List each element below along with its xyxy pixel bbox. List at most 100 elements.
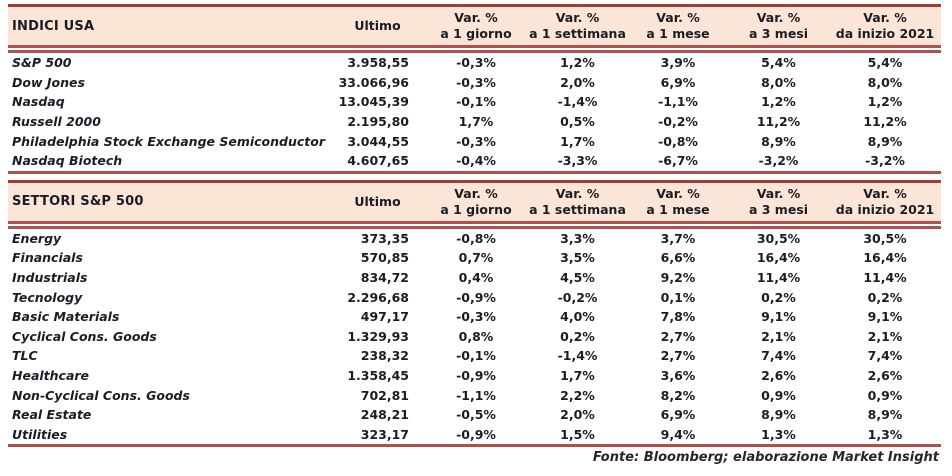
var-value-1-giorno: -0,8% bbox=[456, 230, 496, 246]
table-bottom-rule bbox=[8, 444, 941, 448]
ultimo-value: 238,32 bbox=[360, 348, 409, 364]
var-label-line2: a 3 mesi bbox=[748, 26, 809, 41]
ultimo-value: 3.044,55 bbox=[347, 133, 409, 149]
var-value-3-mesi: -3,2% bbox=[758, 153, 799, 169]
row-label: Basic Materials bbox=[12, 309, 120, 325]
row-label: S&P 500 bbox=[12, 55, 72, 71]
table-row: Healthcare 1.358,45 -0,9% 1,7% 3,6% 2,6% 2,6% bbox=[8, 366, 941, 386]
var-label-line1: Var. % bbox=[454, 185, 498, 201]
settori-sp500-table: SETTORI S&P 500 Ultimo Var. % a 1 giorno V… bbox=[8, 179, 941, 448]
column-header-var-1-settimana: Var. % a 1 settimana bbox=[527, 186, 628, 218]
var-value-1-mese: 8,2% bbox=[660, 387, 696, 403]
var-value-1-mese: 6,6% bbox=[660, 250, 696, 266]
var-value-1-settimana: 3,5% bbox=[560, 250, 595, 266]
var-value-1-giorno: -0,9% bbox=[456, 368, 496, 384]
var-value-inizio-2021: 9,1% bbox=[867, 309, 903, 325]
table-row: Energy 373,35 -0,8% 3,3% 3,7% 30,5% 30,5% bbox=[8, 229, 941, 249]
var-value-1-giorno: -0,9% bbox=[456, 426, 496, 442]
var-value-1-settimana: 2,2% bbox=[560, 387, 595, 403]
table-row: Cyclical Cons. Goods 1.329,93 0,8% 0,2% 2,7%… bbox=[8, 327, 941, 347]
column-header-var-1-mese: Var. % a 1 mese bbox=[628, 186, 728, 218]
var-value-3-mesi: 5,4% bbox=[761, 55, 796, 71]
var-value-inizio-2021: 11,4% bbox=[863, 270, 907, 286]
table-row: Philadelphia Stock Exchange Semiconducto… bbox=[8, 131, 941, 151]
ultimo-value: 702,81 bbox=[360, 387, 409, 403]
var-value-inizio-2021: 8,9% bbox=[867, 133, 903, 149]
var-value-1-giorno: 1,7% bbox=[458, 114, 494, 130]
var-value-3-mesi: 1,2% bbox=[761, 94, 796, 110]
var-value-inizio-2021: 5,4% bbox=[867, 55, 903, 71]
row-label: Nasdaq bbox=[12, 94, 65, 110]
ultimo-value: 570,85 bbox=[360, 250, 409, 266]
var-value-inizio-2021: 30,5% bbox=[863, 230, 907, 246]
table-row: Financials 570,85 0,7% 3,5% 6,6% 16,4% 16,4% bbox=[8, 248, 941, 268]
var-value-3-mesi: 9,1% bbox=[761, 309, 796, 325]
var-label-line2: a 1 giorno bbox=[440, 26, 512, 41]
var-value-3-mesi: 2,1% bbox=[761, 328, 796, 344]
var-value-inizio-2021: 8,9% bbox=[867, 407, 903, 423]
column-header-var-inizio-2021: Var. % da inizio 2021 bbox=[829, 10, 941, 42]
var-value-1-giorno: -0,5% bbox=[456, 407, 496, 423]
table-row: Non-Cyclical Cons. Goods 702,81 -1,1% 2,2% 8… bbox=[8, 385, 941, 405]
var-value-1-settimana: -1,4% bbox=[557, 348, 598, 364]
var-label-line2: da inizio 2021 bbox=[835, 26, 935, 41]
row-label: TLC bbox=[12, 348, 38, 364]
table-row: Basic Materials 497,17 -0,3% 4,0% 7,8% 9,1% 9,… bbox=[8, 307, 941, 327]
table-row: Nasdaq 13.045,39 -0,1% -1,4% -1,1% 1,2% 1,2% bbox=[8, 92, 941, 112]
header-double-rule bbox=[8, 50, 941, 53]
var-label-line1: Var. % bbox=[756, 10, 801, 25]
ultimo-value: 2.296,68 bbox=[347, 289, 409, 305]
column-header-var-1-settimana: Var. % a 1 settimana bbox=[527, 10, 628, 42]
row-label: Industrials bbox=[12, 270, 88, 286]
var-label-line1: Var. % bbox=[454, 10, 498, 25]
var-value-1-giorno: -1,1% bbox=[456, 387, 496, 403]
header-double-rule bbox=[8, 225, 941, 229]
var-label-line1: Var. % bbox=[656, 10, 700, 25]
row-label: Dow Jones bbox=[12, 74, 85, 90]
ultimo-value: 323,17 bbox=[360, 426, 409, 442]
table-row: Utilities 323,17 -0,9% 1,5% 9,4% 1,3% 1,3% bbox=[8, 425, 941, 445]
var-value-1-settimana: 4,0% bbox=[560, 309, 595, 325]
var-value-inizio-2021: 7,4% bbox=[867, 348, 903, 364]
var-value-1-giorno: -0,4% bbox=[456, 153, 496, 169]
var-value-3-mesi: 0,2% bbox=[761, 289, 796, 305]
var-value-3-mesi: 11,2% bbox=[756, 114, 801, 130]
table-row: Nasdaq Biotech 4.607,65 -0,4% -3,3% -6,7% -3,… bbox=[8, 151, 941, 171]
var-value-1-mese: 3,7% bbox=[660, 230, 696, 246]
var-value-1-settimana: 1,2% bbox=[560, 55, 595, 71]
var-label-line1: Var. % bbox=[555, 185, 600, 201]
var-value-1-mese: 6,9% bbox=[660, 407, 696, 423]
ultimo-value: 248,21 bbox=[360, 407, 409, 423]
column-header-var-1-giorno: Var. % a 1 giorno bbox=[425, 10, 527, 42]
table-row: Tecnology 2.296,68 -0,9% -0,2% 0,1% 0,2% 0,2% bbox=[8, 287, 941, 307]
var-label-line1: Var. % bbox=[656, 185, 700, 201]
var-value-3-mesi: 30,5% bbox=[756, 230, 801, 246]
var-value-1-mese: 9,2% bbox=[660, 270, 696, 286]
var-label-line2: a 1 mese bbox=[646, 26, 710, 41]
var-value-3-mesi: 16,4% bbox=[756, 250, 801, 266]
row-label: Utilities bbox=[12, 426, 68, 442]
table-bottom-rule bbox=[8, 170, 941, 174]
var-value-1-giorno: 0,7% bbox=[458, 250, 494, 266]
var-value-inizio-2021: 16,4% bbox=[863, 250, 907, 266]
var-value-1-mese: 7,8% bbox=[660, 309, 696, 325]
var-value-inizio-2021: 0,2% bbox=[867, 289, 903, 305]
var-value-1-settimana: 1,7% bbox=[560, 133, 595, 149]
var-value-1-giorno: 0,8% bbox=[458, 328, 494, 344]
var-value-inizio-2021: 11,2% bbox=[863, 114, 907, 130]
var-value-3-mesi: 0,9% bbox=[761, 387, 796, 403]
var-value-1-mese: -0,8% bbox=[658, 133, 698, 149]
var-value-1-settimana: -1,4% bbox=[557, 94, 598, 110]
ultimo-value: 1.329,93 bbox=[347, 328, 409, 344]
column-header-var-1-mese: Var. % a 1 mese bbox=[628, 10, 728, 42]
row-label: Healthcare bbox=[12, 368, 90, 384]
var-value-1-mese: 9,4% bbox=[660, 426, 696, 442]
ultimo-value: 3.958,55 bbox=[347, 55, 409, 71]
var-label-line2: a 1 settimana bbox=[529, 201, 626, 217]
ultimo-value: 33.066,96 bbox=[338, 74, 409, 90]
var-value-1-settimana: 3,3% bbox=[560, 230, 595, 246]
row-label: Real Estate bbox=[12, 407, 92, 423]
var-value-1-settimana: 2,0% bbox=[560, 74, 595, 90]
row-label: Tecnology bbox=[12, 289, 83, 305]
var-value-inizio-2021: -3,2% bbox=[865, 153, 905, 169]
